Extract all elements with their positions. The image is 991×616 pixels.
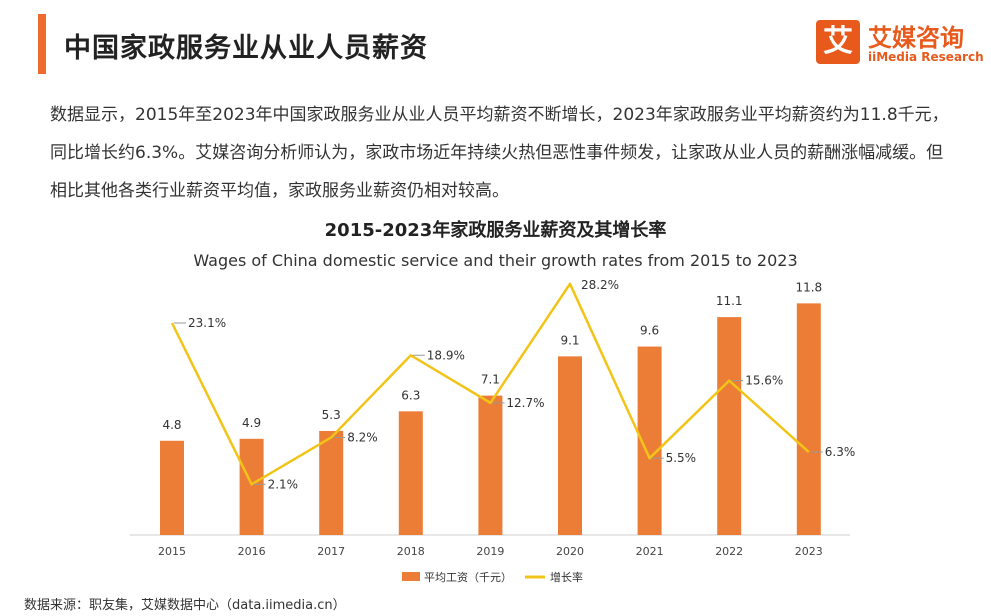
- legend-bar-label: 平均工资（千元）: [424, 571, 512, 584]
- chart-title: 2015-2023年家政服务业薪资及其增长率: [324, 220, 667, 241]
- x-tick-2020: 2020: [556, 545, 584, 558]
- bar-2018: [398, 411, 423, 535]
- bar-2016: [239, 438, 264, 535]
- x-tick-2022: 2022: [715, 545, 743, 558]
- legend-bar-swatch: [402, 572, 420, 581]
- bar-label-2020: 9.1: [560, 333, 579, 347]
- logo-mark: 艾: [816, 20, 860, 64]
- bar-2023: [796, 303, 821, 535]
- bar-label-2022: 11.1: [716, 294, 743, 308]
- bar-label-2018: 6.3: [401, 388, 420, 402]
- line-label-2017: 8.2%: [347, 430, 378, 444]
- data-source: 数据来源：职友集，艾媒数据中心（data.iimedia.cn）: [24, 598, 346, 613]
- x-tick-2018: 2018: [397, 545, 425, 558]
- bar-label-2015: 4.8: [162, 418, 181, 432]
- iimedia-logo: 艾 艾媒咨询 iiMedia Research: [816, 20, 984, 68]
- page-title: 中国家政服务业从业人员薪资: [64, 33, 428, 64]
- bar-2019: [478, 395, 503, 535]
- bar-label-2017: 5.3: [322, 408, 341, 422]
- bar-2017: [319, 430, 344, 535]
- line-label-2019: 12.7%: [506, 396, 544, 410]
- line-label-2018: 18.9%: [427, 348, 465, 362]
- bar-2020: [558, 356, 582, 535]
- title-accent-bar: [38, 14, 46, 74]
- line-label-2023: 6.3%: [825, 445, 856, 459]
- logo-name-cn: 艾媒咨询: [868, 24, 964, 52]
- logo-name-en: iiMedia Research: [868, 50, 984, 64]
- x-tick-2023: 2023: [795, 545, 823, 558]
- bar-label-2023: 11.8: [795, 280, 822, 294]
- line-label-2015: 23.1%: [188, 316, 226, 330]
- x-tick-2021: 2021: [636, 545, 664, 558]
- line-label-2022: 15.6%: [745, 374, 783, 388]
- line-label-2016: 2.1%: [268, 477, 299, 491]
- line-label-2020: 28.2%: [581, 278, 619, 292]
- legend-line-label: 增长率: [550, 570, 583, 584]
- bar-2022: [717, 317, 742, 535]
- chart-subtitle: Wages of China domestic service and thei…: [193, 251, 798, 270]
- x-tick-2015: 2015: [158, 545, 186, 558]
- growth-rate-line: [170, 282, 810, 486]
- bar-2015: [160, 440, 184, 535]
- line-label-2021: 5.5%: [666, 451, 697, 465]
- x-tick-2017: 2017: [317, 545, 345, 558]
- bar-label-2016: 4.9: [242, 416, 261, 430]
- bar-label-2019: 7.1: [481, 373, 500, 387]
- x-tick-2016: 2016: [238, 545, 266, 558]
- x-tick-2019: 2019: [476, 545, 504, 558]
- summary-paragraph: 数据显示，2015年至2023年中国家政服务业从业人员平均薪资不断增长，2023…: [50, 105, 949, 201]
- bar-label-2021: 9.6: [640, 324, 659, 338]
